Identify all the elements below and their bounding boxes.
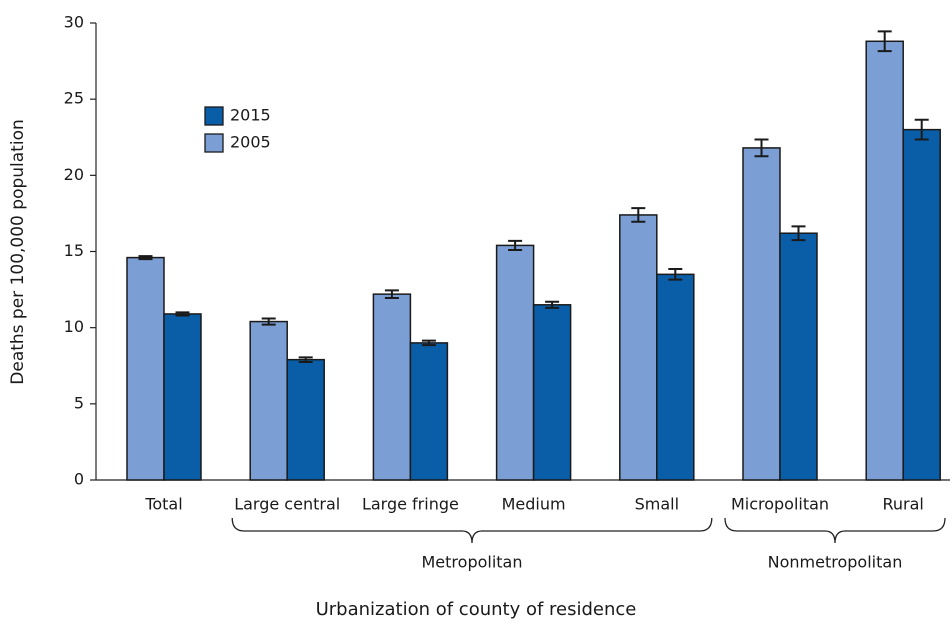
error-bar bbox=[508, 239, 523, 251]
group-brace bbox=[231, 517, 713, 544]
y-tick-label: 20 bbox=[64, 165, 84, 184]
group-label: Metropolitan bbox=[422, 553, 523, 572]
x-tick-label: Small bbox=[635, 495, 679, 514]
x-tick-label: Micropolitan bbox=[731, 495, 829, 514]
x-tick-label: Large fringe bbox=[362, 495, 459, 514]
bar bbox=[495, 244, 535, 481]
error-bar bbox=[138, 255, 153, 261]
error-bar bbox=[384, 289, 399, 299]
error-bar bbox=[298, 356, 313, 363]
bar bbox=[372, 293, 412, 481]
x-tick-label: Total bbox=[144, 495, 182, 514]
error-bar bbox=[261, 317, 276, 326]
y-axis-title: Deaths per 100,000 population bbox=[8, 119, 28, 384]
group-label: Nonmetropolitan bbox=[768, 553, 903, 572]
y-tick-label: 25 bbox=[64, 89, 84, 108]
error-bar bbox=[914, 118, 929, 141]
y-tick-label: 0 bbox=[74, 470, 84, 489]
bar bbox=[532, 304, 572, 481]
legend-label: 2005 bbox=[230, 133, 271, 152]
x-tick-label: Large central bbox=[234, 495, 340, 514]
bar bbox=[619, 214, 658, 481]
y-tick-label: 10 bbox=[64, 317, 84, 336]
x-tick-label: Rural bbox=[883, 495, 924, 514]
error-bar bbox=[545, 300, 560, 309]
bar bbox=[409, 342, 449, 481]
error-bar bbox=[754, 138, 769, 158]
y-tick-label: 15 bbox=[64, 241, 84, 260]
x-axis-title: Urbanization of county of residence bbox=[316, 599, 637, 620]
bar bbox=[249, 320, 288, 481]
y-tick-label: 30 bbox=[64, 13, 84, 32]
bar bbox=[126, 256, 165, 481]
error-bar bbox=[791, 225, 806, 242]
error-bar bbox=[877, 30, 892, 53]
bar bbox=[865, 40, 904, 481]
error-bar bbox=[668, 268, 683, 281]
bar bbox=[779, 232, 818, 481]
legend-swatch bbox=[204, 133, 224, 153]
x-tick-label: Medium bbox=[502, 495, 566, 514]
bar bbox=[902, 128, 941, 481]
legend-label: 2015 bbox=[230, 106, 271, 125]
error-bar bbox=[421, 339, 436, 347]
bar bbox=[742, 147, 781, 481]
error-bar bbox=[175, 311, 190, 317]
error-bar bbox=[631, 207, 646, 223]
bar bbox=[286, 358, 325, 481]
legend-swatch bbox=[204, 106, 224, 126]
group-brace bbox=[724, 517, 946, 544]
y-tick-label: 5 bbox=[74, 393, 84, 412]
bar bbox=[163, 313, 202, 481]
bar bbox=[656, 273, 695, 481]
